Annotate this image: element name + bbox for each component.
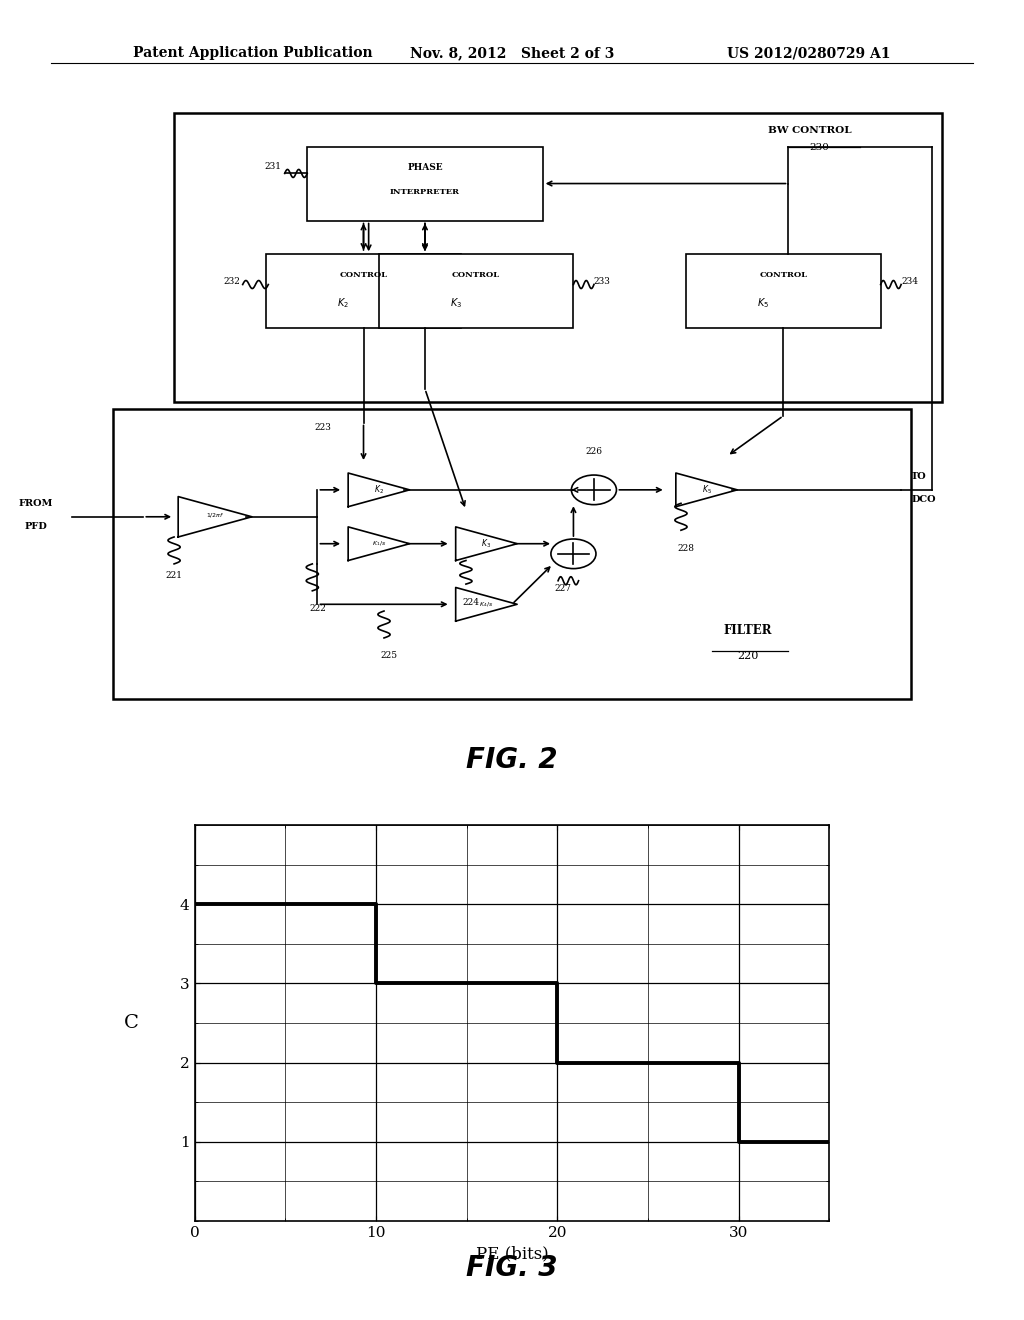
Text: FILTER: FILTER [723,624,772,638]
Text: $K_4/s$: $K_4/s$ [479,599,494,609]
Text: BW CONTROL: BW CONTROL [768,127,852,136]
X-axis label: PE (bits): PE (bits) [475,1245,549,1262]
Text: 234: 234 [901,277,919,285]
Text: $K_2$: $K_2$ [374,483,384,496]
Text: $K_5$: $K_5$ [701,483,712,496]
Text: 222: 222 [309,605,326,614]
Text: 233: 233 [594,277,610,285]
Text: $K_1/s$: $K_1/s$ [372,540,386,548]
Text: 228: 228 [678,544,694,553]
Text: 227: 227 [555,583,571,593]
FancyBboxPatch shape [307,147,543,220]
Text: 220: 220 [737,651,758,661]
Text: $K_5$: $K_5$ [757,296,769,310]
Text: 230: 230 [809,143,829,152]
Text: FROM: FROM [18,499,53,508]
Text: TO: TO [911,471,927,480]
Text: PHASE: PHASE [408,164,442,173]
Text: $K_3$: $K_3$ [481,537,492,550]
Text: $K_3$: $K_3$ [450,296,462,310]
FancyBboxPatch shape [379,255,573,329]
Text: CONTROL: CONTROL [760,271,807,279]
Text: Nov. 8, 2012   Sheet 2 of 3: Nov. 8, 2012 Sheet 2 of 3 [410,46,614,61]
Text: $K_2$: $K_2$ [337,296,349,310]
Text: 224: 224 [463,598,479,607]
Text: 226: 226 [586,447,602,457]
Text: PFD: PFD [25,523,47,532]
Text: 232: 232 [224,277,241,285]
Text: FIG. 3: FIG. 3 [466,1254,558,1282]
Text: 225: 225 [381,651,397,660]
FancyBboxPatch shape [266,255,461,329]
Text: $1/2\pi f$: $1/2\pi f$ [206,511,224,520]
Text: CONTROL: CONTROL [453,271,500,279]
Text: 221: 221 [166,570,182,579]
Text: C: C [124,1014,138,1032]
Text: CONTROL: CONTROL [340,271,387,279]
Text: US 2012/0280729 A1: US 2012/0280729 A1 [727,46,891,61]
Text: DCO: DCO [911,495,936,504]
FancyBboxPatch shape [174,114,942,403]
Text: INTERPRETER: INTERPRETER [390,189,460,197]
Text: Patent Application Publication: Patent Application Publication [133,46,373,61]
Text: 223: 223 [314,422,331,432]
FancyBboxPatch shape [686,255,881,329]
FancyBboxPatch shape [113,409,911,698]
Text: 231: 231 [264,162,282,172]
Text: FIG. 2: FIG. 2 [466,746,558,774]
